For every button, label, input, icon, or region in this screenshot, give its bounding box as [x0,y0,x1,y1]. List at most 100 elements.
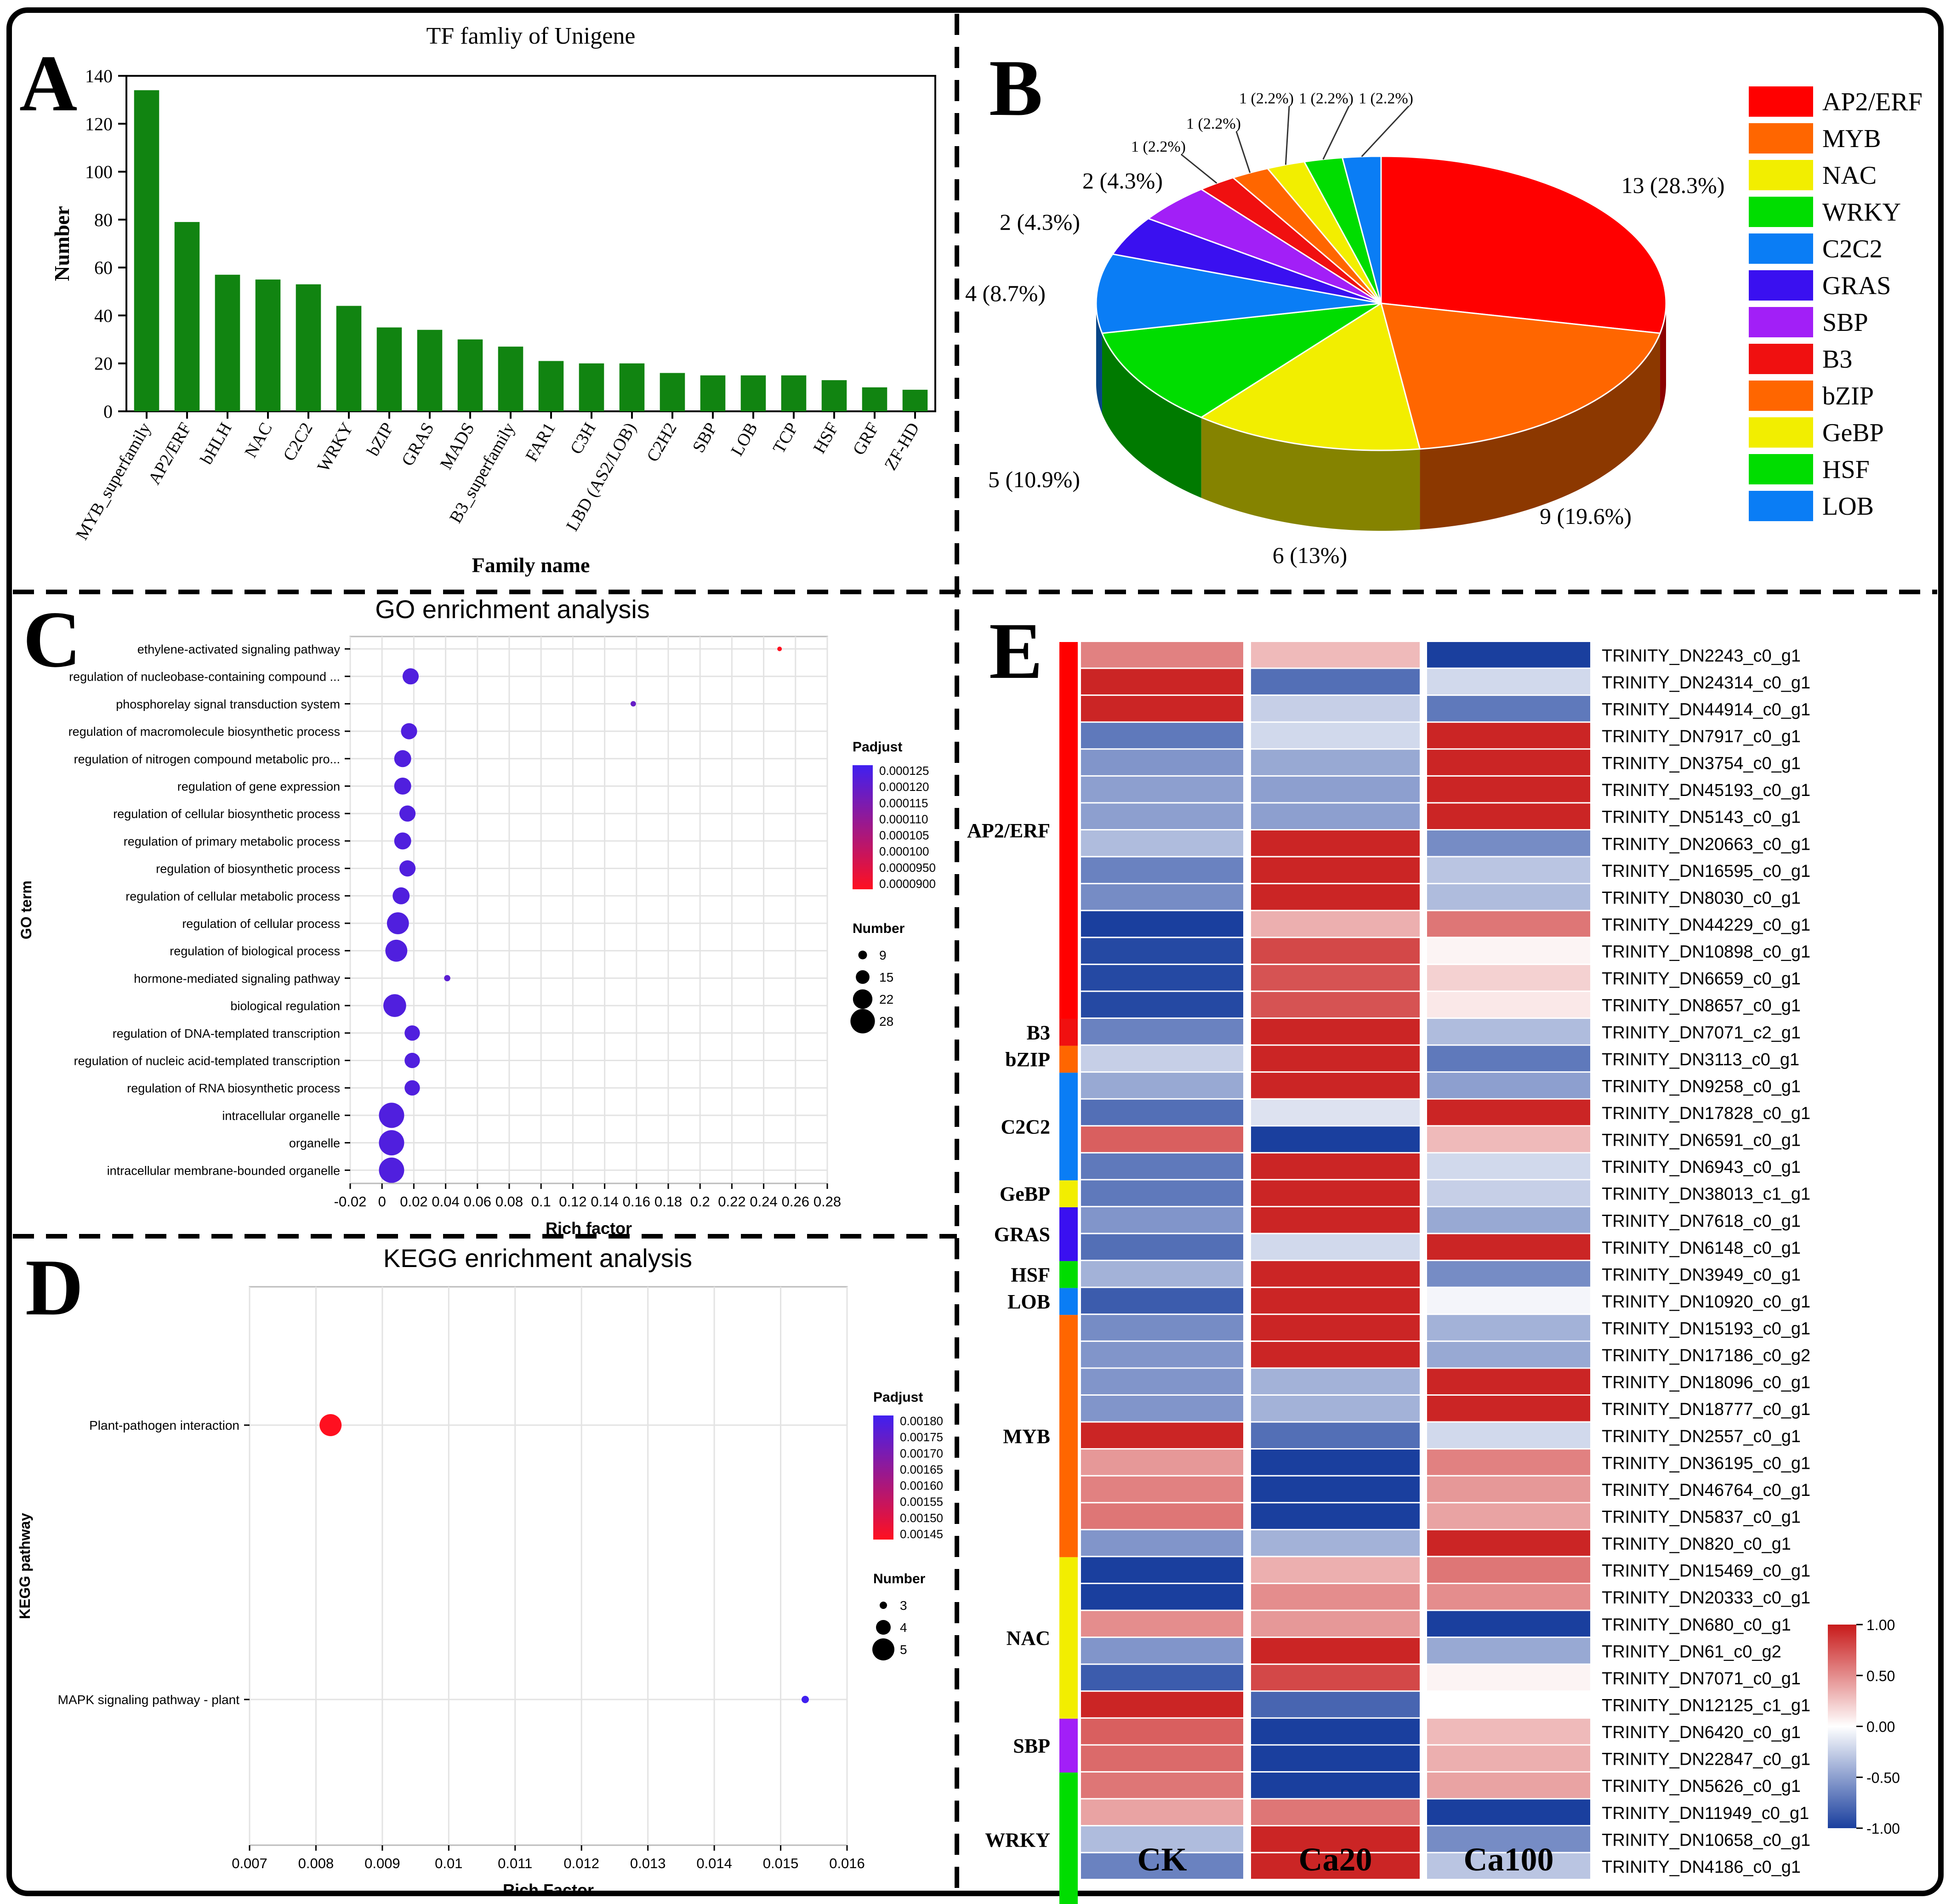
heatmap-cell [1081,750,1243,775]
bar-hsf [821,380,847,411]
pie-label-bzip: 1 (2.2%) [1186,115,1241,132]
heatmap-cell [1251,1018,1420,1045]
pie-slice-wrky [1101,302,1382,418]
heatmap-cell [1251,830,1420,856]
group-bar-ap2-erf [1059,642,1078,1019]
heatmap-cell [1427,884,1590,910]
heatmap-cell [1081,1772,1243,1798]
pie-leader-line [1235,131,1251,173]
gene-label: TRINITY_DN44914_c0_g1 [1602,700,1810,719]
bar-c2c2 [296,284,321,411]
y-tick-label: 120 [85,114,113,134]
enrichment-dot [402,668,419,685]
heatmap-cell [1427,1207,1590,1233]
term-label: biological regulation [230,999,340,1013]
y-axis-label: KEGG pathway [17,1513,33,1619]
term-label: intracellular organelle [222,1109,340,1123]
pie-slice-c2c2 [1095,253,1382,334]
color-legend-tick: 0.0000900 [879,877,936,891]
legend-swatch-ap2-erf [1749,86,1813,117]
heatmap-cell [1251,803,1420,829]
heatmap-cell [1427,1476,1590,1502]
gene-label: TRINITY_DN20333_c0_g1 [1602,1588,1810,1608]
size-legend-label: 5 [900,1643,907,1657]
gene-label: TRINITY_DN44229_c0_g1 [1602,915,1810,935]
term-label: organelle [289,1137,340,1150]
bar-zf-hd [902,390,928,411]
enrichment-dot [379,1130,404,1156]
heatmap-cell [1081,1584,1243,1610]
heatmap-cell [1427,830,1590,856]
color-legend-tick: 0.00165 [900,1462,943,1476]
x-axis-label: Rich Factor [503,1881,594,1899]
pie-side-myb [1420,333,1661,530]
group-bar-bzip [1059,1046,1078,1073]
bar-gras [417,330,443,411]
y-tick-label: 60 [94,257,113,278]
pie-slice-lob [1341,155,1382,304]
heatmap-cell [1081,1638,1243,1664]
group-bar-b3 [1059,1018,1078,1046]
pie-leader-line [1285,106,1290,165]
color-legend-title: Padjust [853,739,902,755]
group-label-sbp: SBP [1013,1734,1050,1757]
y-tick-label: 80 [94,210,113,230]
color-legend-tick: 0.000100 [879,845,929,858]
color-legend-tick: 0.000105 [879,829,929,842]
legend-swatch-bzip [1749,381,1813,411]
heatmap-cell [1081,1395,1243,1421]
group-label-hsf: HSF [1011,1263,1050,1286]
colorbar-tick-label: 1.00 [1866,1617,1895,1633]
enrichment-dot [444,975,450,982]
heatmap-cell [1081,911,1243,937]
x-axis-label: Rich factor [546,1219,632,1238]
enrichment-dot [383,994,406,1017]
bar-nac [255,279,281,411]
gene-label: TRINITY_DN8657_c0_g1 [1602,996,1801,1016]
heatmap-cell [1427,911,1590,937]
panel-d-kegg-enrichment: KEGG enrichment analysis 0.007 0.008 0.009 0… [17,1244,943,1899]
legend-swatch-sbp [1749,307,1813,337]
x-tick-label: 0.24 [750,1194,777,1210]
color-legend-tick: 0.000120 [879,780,929,794]
pie-slice-ap2-erf [1380,155,1667,334]
panel-letter-a: A [19,39,77,128]
heatmap-cell [1427,1826,1590,1852]
group-label-ap2-erf: AP2/ERF [967,819,1050,842]
y-tick-label: 40 [94,305,113,326]
gene-label: TRINITY_DN6148_c0_g1 [1602,1239,1801,1258]
size-legend-label: 3 [900,1598,907,1613]
heatmap-cell [1081,938,1243,964]
pie-label-wrky: 5 (10.9%) [988,466,1080,492]
bar-wrky [336,306,362,411]
term-label: intracellular membrane-bounded organelle [107,1164,340,1177]
term-label: regulation of biosynthetic process [156,862,340,876]
heatmap-cell [1081,1745,1243,1771]
group-bar-hsf [1059,1261,1078,1288]
x-tick-label: -0.02 [334,1194,367,1210]
heatmap-cell [1251,911,1420,937]
gene-label: TRINITY_DN18096_c0_g1 [1602,1373,1810,1392]
pie-leader-line [1181,153,1217,184]
heatmap-cell [1427,1261,1590,1287]
x-tick-label: 0.01 [435,1855,462,1871]
gene-label: TRINITY_DN45193_c0_g1 [1602,781,1810,800]
gene-label: TRINITY_DN820_c0_g1 [1602,1535,1791,1554]
gene-label: TRINITY_DN16595_c0_g1 [1602,862,1810,881]
heatmap-cell [1251,750,1420,775]
heatmap-cell [1081,992,1243,1017]
size-legend-label: 28 [879,1014,893,1029]
heatmap-cell [1081,1503,1243,1529]
group-bar-sbp [1059,1718,1078,1773]
heatmap-cell [1251,1772,1420,1798]
enrichment-dot [404,1080,420,1096]
heatmap-cell [1427,1046,1590,1072]
x-tick-label: 0.2 [690,1194,710,1210]
heatmap-cell [1427,1126,1590,1152]
legend-swatch-nac [1749,160,1813,190]
enrichment-dot [387,912,409,934]
heatmap-cell [1427,1099,1590,1125]
gene-label: TRINITY_DN8030_c0_g1 [1602,888,1801,908]
pie-leader-line [1361,105,1410,157]
heatmap-cell [1427,1638,1590,1664]
